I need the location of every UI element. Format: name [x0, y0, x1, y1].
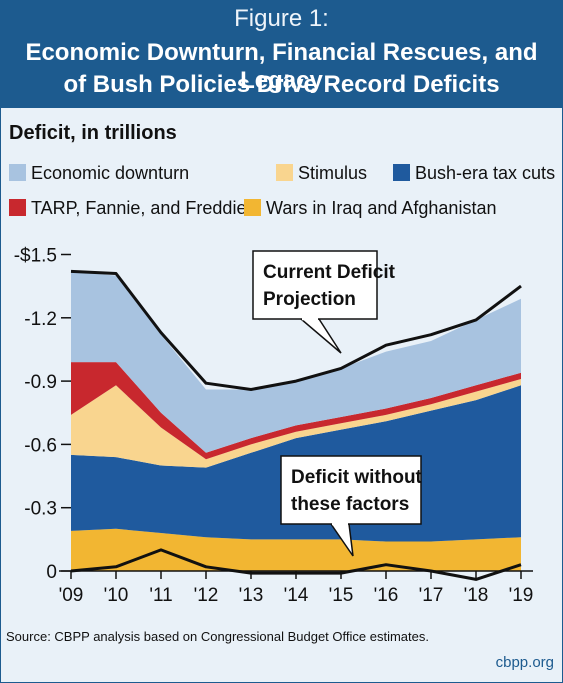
y-tick-label: -0.9: [24, 372, 57, 393]
x-tick-label: '11: [149, 585, 172, 606]
x-tick-label: '18: [464, 585, 489, 606]
x-tick-label: '14: [284, 585, 309, 606]
annotation-callout: Current Deficit Projection: [253, 251, 396, 353]
y-tick-label: -$1.5: [14, 246, 57, 267]
callout-text: Projection: [263, 289, 356, 310]
x-tick-label: '10: [104, 585, 129, 606]
brand-link[interactable]: cbpp.org: [496, 654, 554, 671]
x-tick-label: '15: [329, 585, 354, 606]
callout-pointer: [301, 319, 341, 353]
y-tick-label: 0: [46, 562, 57, 583]
callout-text: Deficit without: [291, 467, 423, 488]
source-note: Source: CBPP analysis based on Congressi…: [6, 629, 429, 644]
y-tick-label: -0.3: [24, 499, 57, 520]
x-tick-label: '12: [194, 585, 219, 606]
y-tick-label: -0.6: [24, 435, 57, 456]
x-tick-label: '13: [239, 585, 264, 606]
x-tick-label: '16: [374, 585, 399, 606]
callout-text: Current Deficit: [263, 262, 396, 283]
callout-text: these factors: [291, 494, 409, 515]
x-tick-label: '09: [59, 585, 84, 606]
x-tick-label: '17: [419, 585, 444, 606]
y-tick-label: -1.2: [24, 309, 57, 330]
deficit-area-chart: -$1.5 -1.2 -0.9 -0.6 -0.3 0'09 '10 '11 '12 '13 '14…: [1, 1, 562, 626]
x-tick-label: '19: [509, 585, 534, 606]
